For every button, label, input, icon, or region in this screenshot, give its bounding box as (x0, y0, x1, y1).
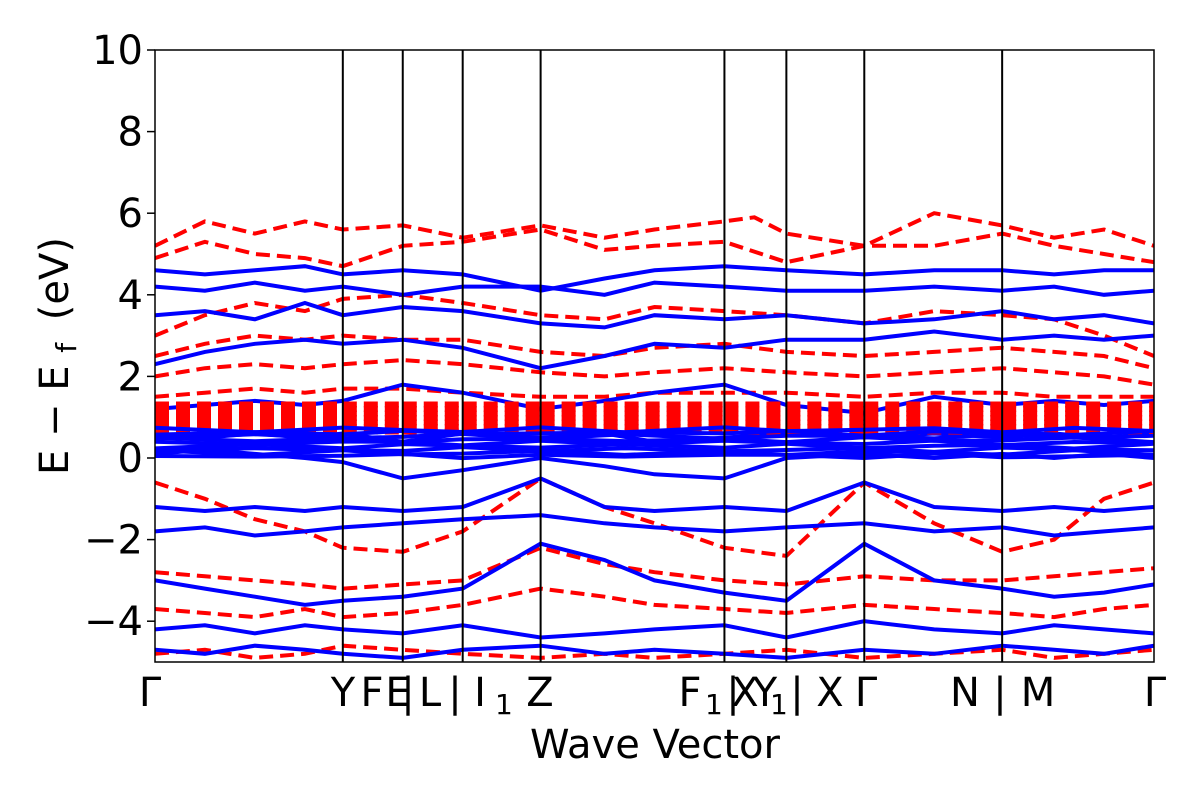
x-tick-label: Y (752, 670, 778, 716)
x-tick-label: Z (526, 670, 553, 716)
dashed-band-line (155, 292, 1154, 358)
dashed-band-line (155, 358, 1154, 387)
x-tick-label: | (448, 670, 461, 716)
solid-band-line (155, 280, 1154, 297)
dense-solid-band (155, 438, 1154, 448)
y-tick-label: 6 (118, 191, 143, 237)
dashed-band-line (155, 545, 1154, 591)
dashed-band-line (155, 333, 1154, 371)
x-tick-label: X (731, 670, 758, 716)
y-tick-label: 10 (92, 28, 143, 74)
solid-band-line (155, 541, 1154, 607)
x-tick-label: Γ (139, 670, 162, 716)
svg-text:E − E f (eV): E − E f (eV) (32, 237, 86, 475)
solid-band-line (155, 513, 1154, 538)
dense-solid-band (155, 445, 1154, 454)
dashed-band-line (155, 586, 1154, 620)
x-tick-label: E (385, 670, 410, 716)
solid-band-line (155, 476, 1154, 514)
high-symmetry-lines (341, 50, 1004, 662)
solid-band-line (155, 329, 1154, 371)
x-tick-label: L (419, 670, 442, 716)
x-tick-label: | (401, 670, 414, 716)
x-tick-label: M (1021, 670, 1056, 716)
x-tick-subscript: 1 (770, 688, 788, 721)
y-tick-label: −2 (84, 518, 143, 564)
y-axis-ticks: 10 8 6 4 2 0 −2 −4 (84, 28, 155, 645)
solid-band-line (155, 300, 1154, 330)
solid-band-line (155, 643, 1154, 660)
dashed-band-line (155, 476, 1154, 559)
y-tick-label: 4 (118, 273, 143, 319)
dashed-band-line (155, 227, 1154, 269)
y-axis-title: E − E (32, 365, 78, 475)
y-axis-title-sub: f (50, 342, 83, 353)
solid-bands-group (155, 264, 1154, 660)
dense-solid-band (155, 425, 1154, 435)
x-tick-label: | (790, 670, 803, 716)
y-axis-title-unit: (eV) (32, 237, 78, 320)
plot-area (154, 49, 1155, 663)
x-tick-label: X (816, 670, 843, 716)
dashed-band-line (155, 386, 1154, 399)
x-tick-label: N (950, 670, 980, 716)
x-tick-label: Y (330, 670, 356, 716)
x-tick-subscript: 1 (495, 688, 513, 721)
solid-band-line (155, 619, 1154, 640)
solid-band-line (155, 264, 1154, 293)
plot-frame (154, 49, 1155, 663)
fermi-band-fill-group (155, 401, 1154, 461)
dashed-band-line (155, 211, 1154, 248)
x-tick-label: F (678, 670, 701, 716)
dense-solid-band (155, 431, 1154, 441)
x-tick-label: | (726, 670, 739, 716)
x-tick-label: Γ (855, 670, 878, 716)
x-tick-label: F (360, 670, 383, 716)
x-axis-title: Wave Vector (530, 722, 781, 768)
y-axis-title-group: E − E f (eV) (32, 237, 86, 475)
x-axis-ticks: Γ Y F E L| | I Z F |XY | X Γ N | M Γ1 1 1 (139, 670, 1167, 721)
x-tick-label: | (993, 670, 1006, 716)
y-tick-label: 8 (118, 110, 143, 156)
y-tick-label: 0 (118, 436, 143, 482)
y-tick-label: 2 (118, 354, 143, 400)
dense-solid-band (155, 451, 1154, 461)
x-tick-subscript: 1 (705, 688, 723, 721)
x-tick-label: I (474, 670, 486, 716)
y-tick-label: −4 (84, 599, 143, 645)
x-tick-label: Γ (1144, 670, 1167, 716)
